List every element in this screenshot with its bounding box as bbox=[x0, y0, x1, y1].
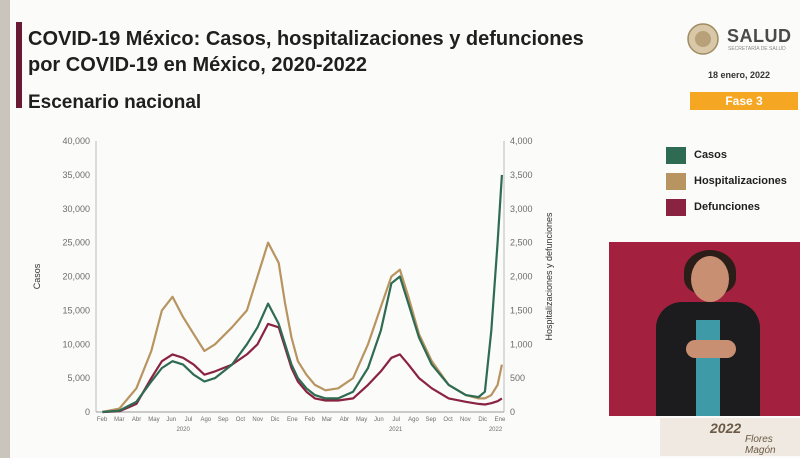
salud-logo-subtext: SECRETARÍA DE SALUD bbox=[728, 46, 786, 52]
x-year-label: 2021 bbox=[389, 427, 403, 433]
chart-title: COVID-19 México: Casos, hospitalizacione… bbox=[28, 28, 584, 76]
x-month-tick-label: Ago bbox=[408, 417, 419, 423]
legend-item-casos: Casos bbox=[666, 142, 787, 168]
phase-badge: Fase 3 bbox=[690, 92, 798, 110]
interpreter-head bbox=[691, 256, 729, 302]
y-right-tick-label: 1,000 bbox=[510, 339, 533, 349]
y-left-tick-label: 35,000 bbox=[62, 170, 90, 180]
y-left-tick-label: 25,000 bbox=[62, 238, 90, 248]
series-line-defunciones bbox=[102, 322, 503, 414]
x-year-label: 2020 bbox=[176, 427, 190, 433]
x-month-tick-label: Abr bbox=[340, 417, 349, 423]
legend-item-defunciones: Defunciones bbox=[666, 194, 787, 220]
y-left-tick-label: 20,000 bbox=[62, 272, 90, 282]
x-month-tick-label: Mar bbox=[114, 417, 124, 423]
y-left-axis-label: Casos bbox=[32, 263, 42, 289]
y-right-tick-label: 0 bbox=[510, 407, 515, 417]
x-month-tick-label: Dic bbox=[478, 417, 487, 423]
y-left-tick-label: 30,000 bbox=[62, 204, 90, 214]
x-month-tick-label: Abr bbox=[132, 417, 141, 423]
x-month-tick-label: Jun bbox=[374, 417, 384, 423]
x-month-tick-label: Dic bbox=[271, 417, 280, 423]
y-right-tick-label: 2,500 bbox=[510, 238, 533, 248]
footer-logo-year: 2022 bbox=[710, 420, 742, 436]
x-month-tick-label: Jul bbox=[185, 417, 193, 423]
report-date: 18 enero, 2022 bbox=[708, 70, 771, 80]
legend-label-hospitalizaciones: Hospitalizaciones bbox=[694, 175, 787, 187]
y-right-tick-label: 4,000 bbox=[510, 136, 533, 146]
x-month-tick-label: Jul bbox=[392, 417, 400, 423]
x-month-tick-label: Nov bbox=[460, 417, 471, 423]
x-month-tick-label: Sep bbox=[425, 417, 436, 423]
y-left-tick-label: 5,000 bbox=[67, 373, 90, 383]
chart-subtitle: Escenario nacional bbox=[28, 92, 202, 113]
x-year-label: 2022 bbox=[489, 427, 503, 433]
x-month-tick-label: Mar bbox=[322, 417, 332, 423]
x-month-tick-label: Ene bbox=[495, 417, 506, 423]
x-month-tick-label: May bbox=[148, 417, 159, 423]
x-month-tick-label: Nov bbox=[252, 417, 263, 423]
title-accent-bar bbox=[16, 22, 22, 108]
y-right-tick-label: 1,500 bbox=[510, 305, 533, 315]
x-month-tick-label: Ene bbox=[287, 417, 298, 423]
covid-chart: 0 5,000 10,000 15,000 20,000 25,000 30,000 35,0… bbox=[32, 136, 554, 433]
series-line-casos bbox=[102, 174, 503, 414]
footer-logo-bg bbox=[660, 418, 800, 456]
y-right-tick-label: 500 bbox=[510, 373, 525, 383]
salud-logo-text: SALUD bbox=[727, 26, 792, 46]
x-month-tick-label: Oct bbox=[443, 417, 453, 423]
footer-logo-word: Flores Magón bbox=[745, 434, 776, 456]
y-left-tick-label: 0 bbox=[85, 407, 90, 417]
x-month-tick-label: Sep bbox=[218, 417, 229, 423]
legend-swatch-defunciones bbox=[666, 198, 686, 216]
chart-legend: Casos Hospitalizaciones Defunciones bbox=[666, 142, 787, 220]
y-left-tick-label: 40,000 bbox=[62, 136, 90, 146]
x-month-tick-label: May bbox=[356, 417, 367, 423]
legend-label-casos: Casos bbox=[694, 149, 728, 161]
y-left-tick-label: 15,000 bbox=[62, 305, 90, 315]
legend-swatch-casos bbox=[666, 146, 686, 164]
x-month-tick-label: Feb bbox=[97, 417, 108, 423]
y-right-axis-label: Hospitalizaciones y defunciones bbox=[544, 212, 554, 341]
legend-label-defunciones: Defunciones bbox=[694, 201, 761, 213]
x-month-tick-label: Oct bbox=[236, 417, 246, 423]
x-month-tick-label: Jun bbox=[166, 417, 176, 423]
interpreter-shirt bbox=[696, 320, 720, 416]
y-right-tick-label: 2,000 bbox=[510, 272, 533, 282]
legend-swatch-hospitalizaciones bbox=[666, 172, 686, 190]
x-month-tick-label: Ago bbox=[200, 417, 211, 423]
legend-item-hospitalizaciones: Hospitalizaciones bbox=[666, 168, 787, 194]
left-decor-bar bbox=[0, 0, 10, 458]
salud-logo-icon bbox=[687, 23, 719, 55]
interpreter-hands bbox=[686, 340, 736, 358]
y-left-tick-label: 10,000 bbox=[62, 339, 90, 349]
y-right-tick-label: 3,000 bbox=[510, 204, 533, 214]
y-right-tick-label: 3,500 bbox=[510, 170, 533, 180]
x-month-tick-label: Feb bbox=[304, 417, 315, 423]
